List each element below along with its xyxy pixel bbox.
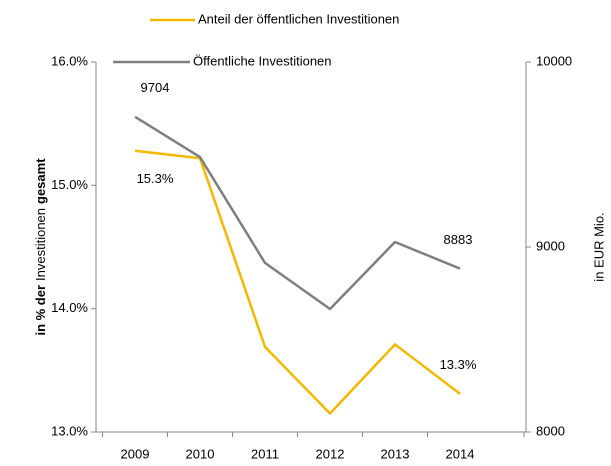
y-tick-label: 14.0% (51, 300, 88, 315)
x-tick-label: 2009 (121, 446, 150, 461)
y-label-part: in % der (33, 285, 48, 336)
y-axis-label: in % der Investitionen gesamt (33, 158, 48, 336)
y-tick-label: 15.0% (51, 177, 88, 192)
x-tick-label: 2010 (186, 446, 215, 461)
data-label: 9704 (141, 80, 170, 95)
series-line (134, 149, 461, 415)
y2-tick-label: 8000 (536, 423, 565, 438)
data-label: 15.3% (137, 171, 174, 186)
x-tick-label: 2011 (251, 446, 279, 461)
y2-axis-label: in EUR Mio. (591, 212, 606, 281)
y-tick-label: 16.0% (51, 53, 88, 68)
x-tick-label: 2013 (381, 446, 410, 461)
legend-label: Anteil der öffentlichen Investitionen (198, 11, 399, 26)
y-label-part: gesamt (33, 158, 48, 204)
y-tick-label: 13.0% (51, 423, 88, 438)
data-label: 8883 (444, 232, 473, 247)
x-tick-label: 2014 (446, 446, 475, 461)
data-label: 13.3% (440, 357, 477, 372)
y2-tick-label: 9000 (536, 238, 565, 253)
y-label-part: Investitionen (33, 208, 48, 281)
y2-tick-label: 10000 (536, 53, 572, 68)
legend-label: Öffentliche Investitionen (193, 53, 332, 68)
x-tick-label: 2012 (316, 446, 345, 461)
series-line (134, 115, 461, 311)
